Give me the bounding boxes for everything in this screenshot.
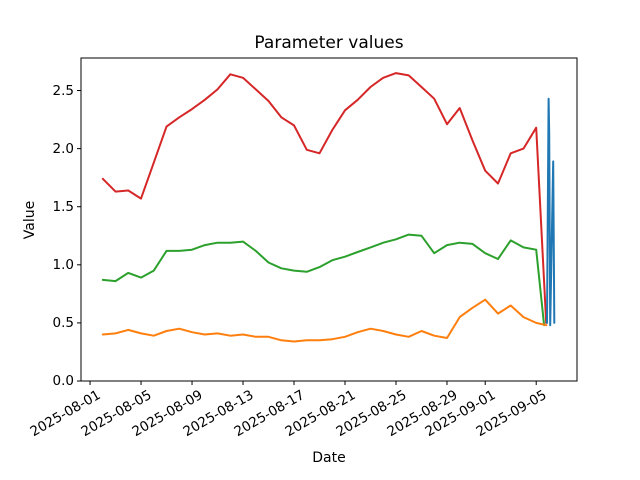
y-tick-label: 1.5 bbox=[52, 198, 74, 215]
y-tick-label: 1.0 bbox=[52, 256, 74, 273]
axes-box bbox=[80, 57, 578, 382]
series-green-line bbox=[101, 233, 546, 327]
y-tick-label: 2.0 bbox=[52, 140, 74, 157]
y-tick-label: 0.5 bbox=[52, 314, 74, 331]
y-tick-label: 2.5 bbox=[52, 82, 74, 99]
y-axis-label: Value bbox=[22, 200, 38, 240]
series-orange-line bbox=[101, 298, 548, 343]
x-axis-label: Date bbox=[312, 450, 346, 466]
series-blue-line bbox=[546, 97, 556, 327]
series-red-line bbox=[101, 72, 548, 324]
chart-title: Parameter values bbox=[254, 33, 404, 53]
y-tick-label: 0.0 bbox=[52, 373, 74, 389]
